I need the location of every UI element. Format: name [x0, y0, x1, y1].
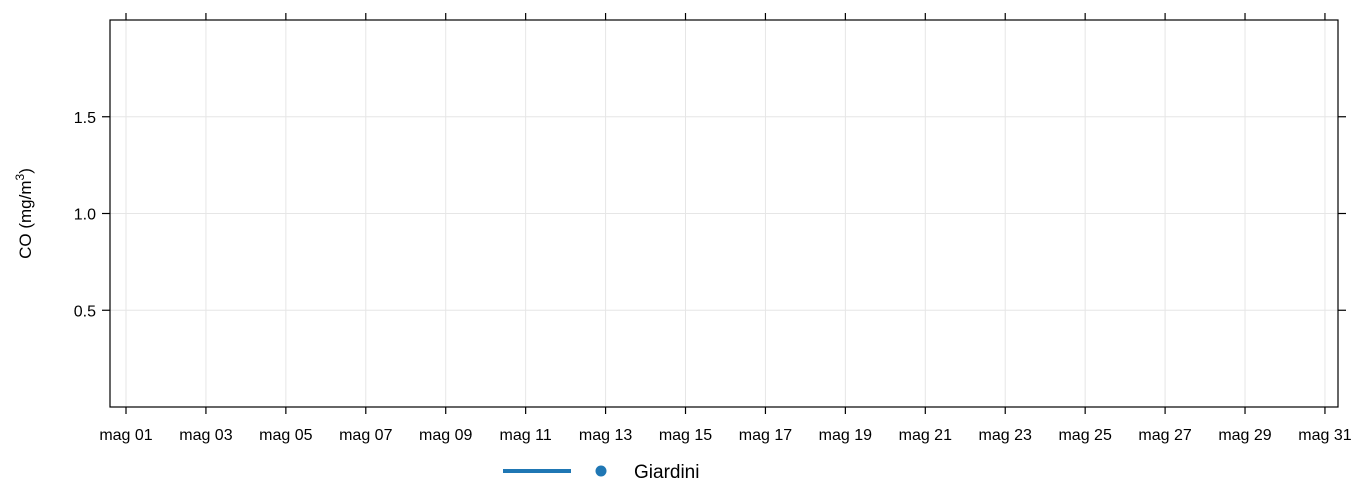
y-axis-label: CO (mg/m3): [13, 168, 35, 259]
y-axis-label-suffix: ): [16, 168, 35, 174]
grid: [110, 20, 1338, 407]
legend-label: Giardini: [634, 462, 699, 483]
x-tick-label: mag 01: [99, 427, 152, 444]
x-tick-label: mag 25: [1058, 427, 1111, 444]
y-axis-label-superscript: 3: [13, 173, 27, 180]
legend: Giardini: [503, 462, 699, 483]
y-tick-label: 1.0: [74, 207, 96, 224]
y-axis-label-main: CO (mg/m: [16, 180, 35, 258]
x-tick-label: mag 07: [339, 427, 392, 444]
y-tick-label: 1.5: [74, 110, 96, 127]
legend-point-swatch: [595, 465, 607, 477]
x-tick-label: mag 05: [259, 427, 312, 444]
y-tick-label: 0.5: [74, 303, 96, 320]
x-axis: mag 01 mag 03 mag 05 mag 07 mag 09 mag 11 mag …: [99, 13, 1352, 444]
y-axis: 0.5 1.0 1.5: [74, 110, 1346, 320]
x-tick-label: mag 19: [819, 427, 872, 444]
x-tick-label: mag 23: [979, 427, 1032, 444]
x-tick-label: mag 13: [579, 427, 632, 444]
x-tick-label: mag 11: [500, 427, 552, 444]
x-tick-label: mag 31: [1298, 427, 1351, 444]
x-tick-label: mag 09: [419, 427, 472, 444]
x-tick-label: mag 21: [899, 427, 952, 444]
x-tick-label: mag 29: [1218, 427, 1271, 444]
x-tick-label: mag 03: [179, 427, 232, 444]
x-tick-label: mag 27: [1138, 427, 1191, 444]
x-tick-label: mag 15: [659, 427, 712, 444]
x-tick-label: mag 17: [739, 427, 792, 444]
